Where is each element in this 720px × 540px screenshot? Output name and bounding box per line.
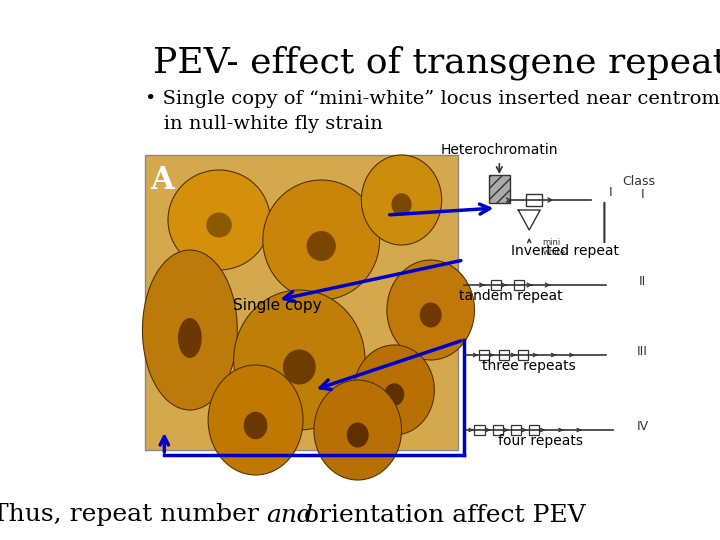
Bar bbox=[514, 280, 524, 290]
Ellipse shape bbox=[283, 349, 316, 384]
Text: four repeats: four repeats bbox=[498, 434, 582, 448]
Ellipse shape bbox=[208, 365, 303, 475]
Ellipse shape bbox=[178, 318, 202, 358]
Bar bbox=[479, 350, 489, 360]
Bar bbox=[511, 425, 521, 435]
Text: PEV- effect of transgene repeats: PEV- effect of transgene repeats bbox=[153, 45, 720, 79]
Ellipse shape bbox=[168, 170, 270, 270]
Ellipse shape bbox=[307, 231, 336, 261]
Text: • Single copy of “mini-white” locus inserted near centromere
   in null-white fl: • Single copy of “mini-white” locus inse… bbox=[145, 90, 720, 133]
Text: Single copy: Single copy bbox=[233, 298, 322, 313]
Ellipse shape bbox=[384, 383, 404, 406]
Text: three repeats: three repeats bbox=[482, 359, 576, 373]
Bar bbox=[145, 155, 459, 450]
Ellipse shape bbox=[361, 155, 441, 245]
Bar bbox=[526, 194, 541, 206]
Text: I: I bbox=[609, 186, 613, 199]
Ellipse shape bbox=[263, 180, 379, 300]
Ellipse shape bbox=[234, 290, 365, 430]
Bar bbox=[498, 350, 509, 360]
Bar bbox=[490, 280, 500, 290]
Ellipse shape bbox=[354, 345, 434, 435]
Text: Heterochromatin: Heterochromatin bbox=[441, 143, 558, 157]
Text: II: II bbox=[639, 275, 646, 288]
Ellipse shape bbox=[143, 250, 238, 410]
Bar bbox=[474, 425, 485, 435]
Text: tandem repeat: tandem repeat bbox=[459, 289, 563, 303]
Text: Inverted repeat: Inverted repeat bbox=[511, 244, 619, 258]
Text: A: A bbox=[150, 165, 174, 196]
Text: Class: Class bbox=[622, 175, 655, 188]
Ellipse shape bbox=[387, 260, 474, 360]
Text: orientation affect PEV: orientation affect PEV bbox=[296, 503, 585, 526]
Text: and: and bbox=[266, 503, 313, 526]
Ellipse shape bbox=[243, 411, 267, 439]
Bar bbox=[518, 350, 528, 360]
Bar bbox=[529, 425, 539, 435]
Bar bbox=[489, 175, 510, 203]
Text: Thus, repeat number: Thus, repeat number bbox=[0, 503, 266, 526]
Bar bbox=[492, 425, 503, 435]
Ellipse shape bbox=[392, 193, 412, 216]
Text: IV: IV bbox=[636, 420, 649, 433]
Ellipse shape bbox=[314, 380, 402, 480]
Text: III: III bbox=[637, 345, 648, 358]
Ellipse shape bbox=[347, 422, 369, 448]
Ellipse shape bbox=[420, 302, 441, 327]
Text: I: I bbox=[641, 188, 644, 201]
Ellipse shape bbox=[207, 213, 232, 238]
Text: mini
white: mini white bbox=[542, 238, 565, 258]
